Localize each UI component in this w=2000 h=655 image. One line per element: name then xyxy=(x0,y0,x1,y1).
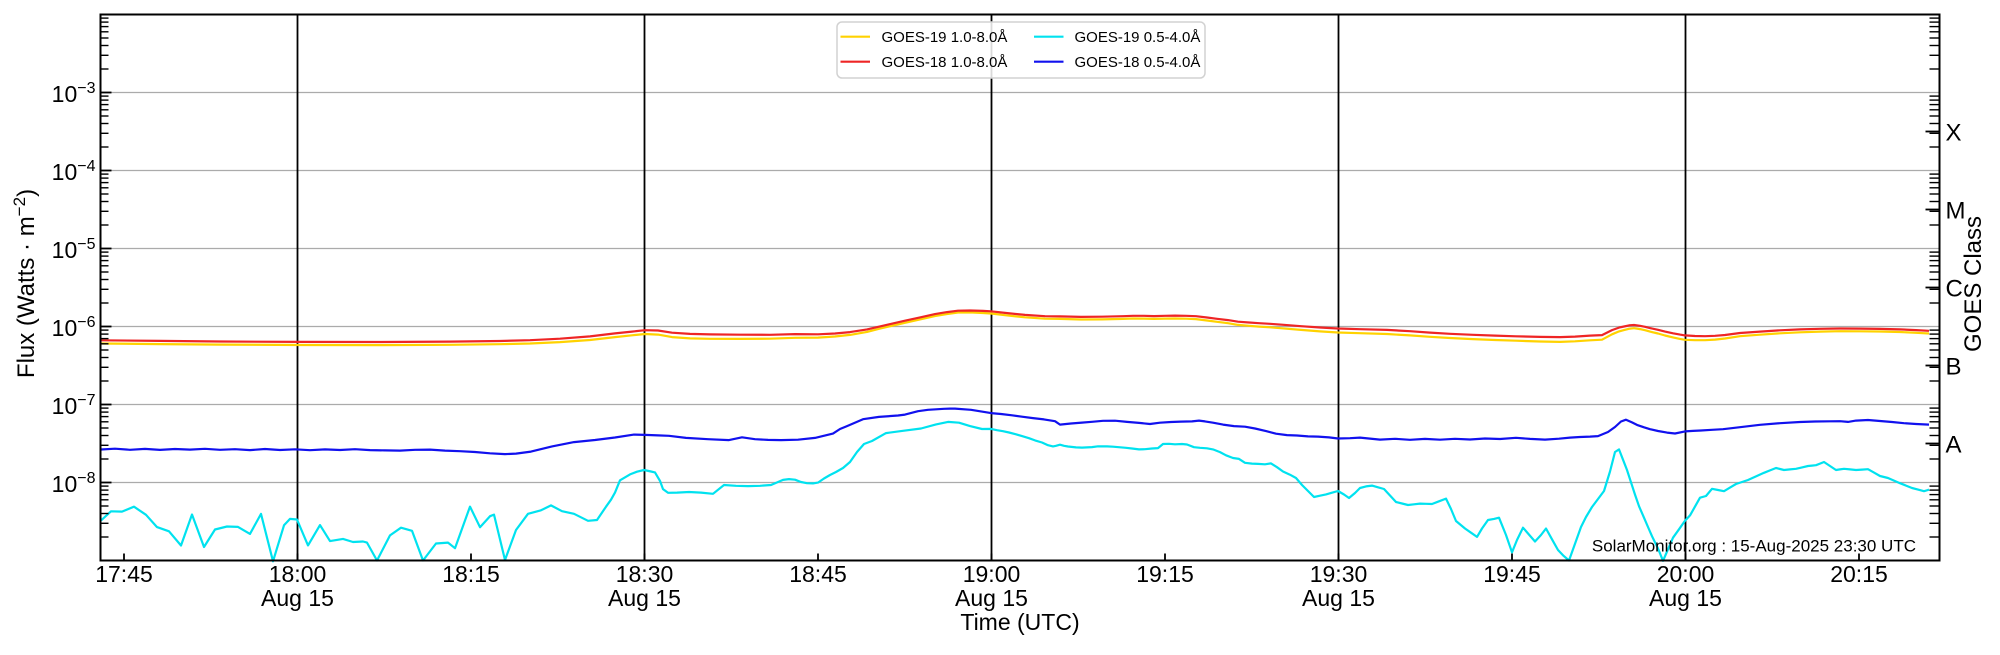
svg-text:19:15: 19:15 xyxy=(1136,561,1194,587)
svg-text:M: M xyxy=(1946,198,1966,225)
svg-text:Flux (Watts · m−2): Flux (Watts · m−2) xyxy=(10,189,40,378)
svg-text:18:00: 18:00 xyxy=(269,561,327,587)
svg-text:Aug 15: Aug 15 xyxy=(1649,585,1722,611)
svg-text:Aug 15: Aug 15 xyxy=(261,585,334,611)
svg-text:17:45: 17:45 xyxy=(95,561,153,587)
svg-text:10−6: 10−6 xyxy=(52,314,96,341)
svg-text:Time (UTC): Time (UTC) xyxy=(960,609,1079,635)
svg-text:20:00: 20:00 xyxy=(1657,561,1715,587)
svg-text:B: B xyxy=(1946,354,1962,381)
svg-text:GOES Class: GOES Class xyxy=(1960,216,1987,352)
svg-text:A: A xyxy=(1946,432,1962,459)
svg-text:GOES-18 0.5-4.0Å: GOES-18 0.5-4.0Å xyxy=(1075,54,1201,71)
svg-text:19:00: 19:00 xyxy=(963,561,1021,587)
svg-text:GOES-18 1.0-8.0Å: GOES-18 1.0-8.0Å xyxy=(882,54,1008,71)
svg-text:GOES-19 1.0-8.0Å: GOES-19 1.0-8.0Å xyxy=(882,29,1008,46)
svg-text:C: C xyxy=(1946,276,1963,303)
svg-text:18:15: 18:15 xyxy=(442,561,500,587)
svg-text:19:30: 19:30 xyxy=(1310,561,1368,587)
svg-text:18:30: 18:30 xyxy=(616,561,674,587)
svg-text:18:45: 18:45 xyxy=(789,561,847,587)
svg-text:20:15: 20:15 xyxy=(1830,561,1888,587)
svg-text:SolarMonitor.org : 15-Aug-2025: SolarMonitor.org : 15-Aug-2025 23:30 UTC xyxy=(1592,537,1916,556)
svg-text:Aug 15: Aug 15 xyxy=(1302,585,1375,611)
svg-text:19:45: 19:45 xyxy=(1483,561,1541,587)
svg-text:GOES-19 0.5-4.0Å: GOES-19 0.5-4.0Å xyxy=(1075,29,1201,46)
svg-text:X: X xyxy=(1946,120,1962,147)
svg-text:Aug 15: Aug 15 xyxy=(608,585,681,611)
svg-text:Aug 15: Aug 15 xyxy=(955,585,1028,611)
